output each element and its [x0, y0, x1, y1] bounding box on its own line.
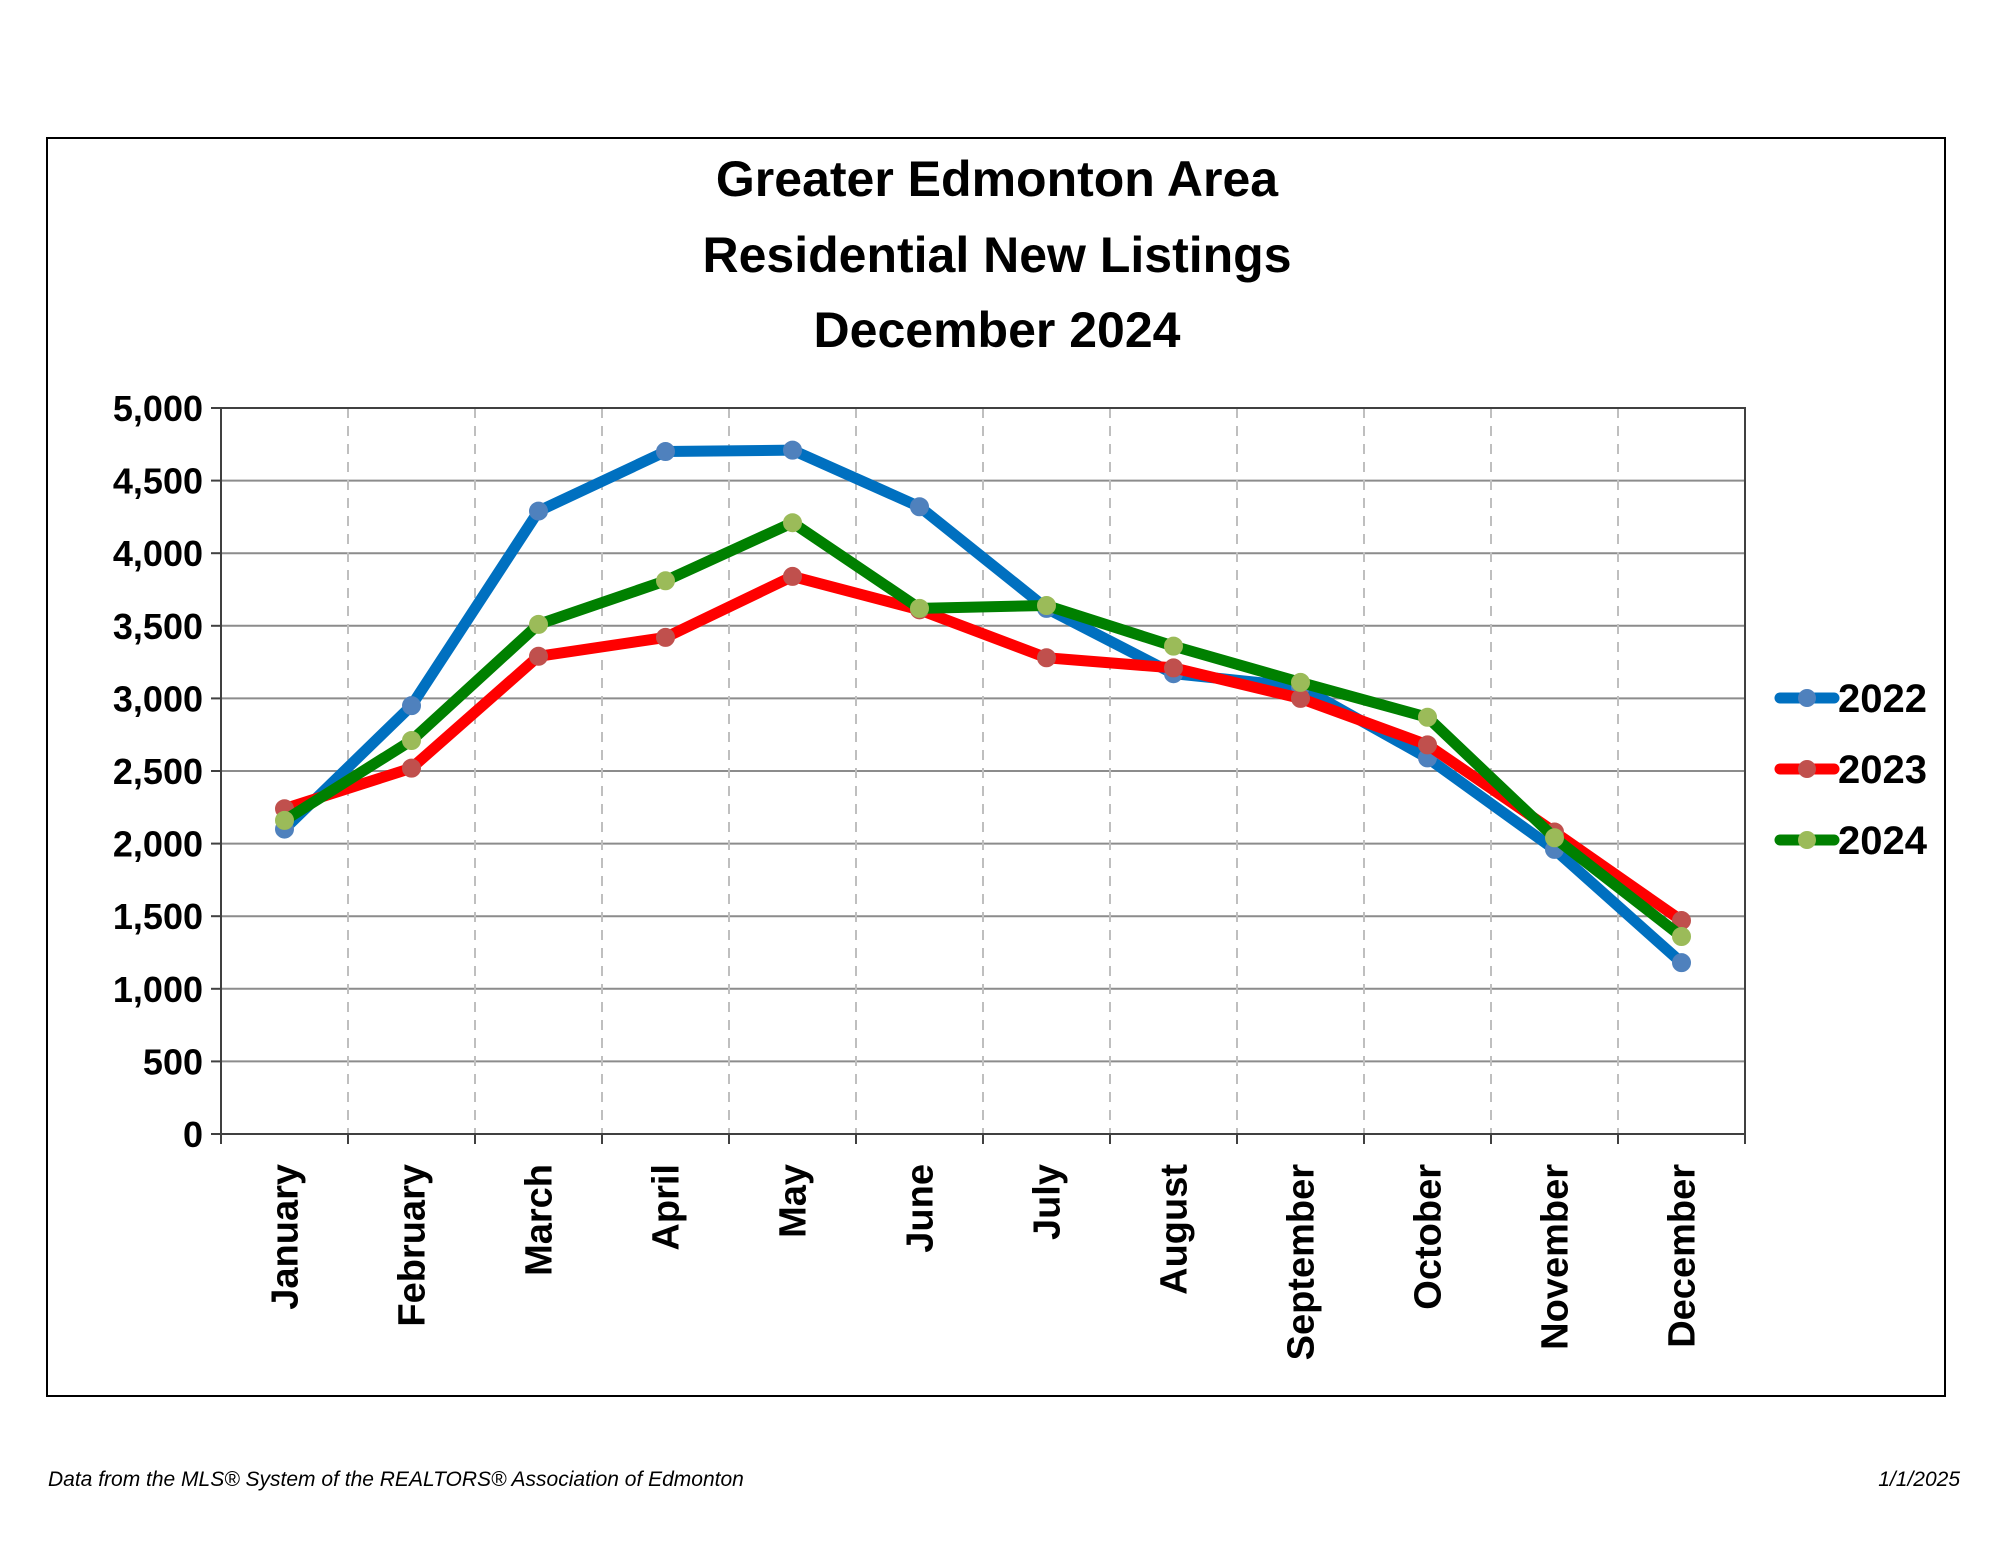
- data-point-2024-september: [1291, 672, 1310, 692]
- chart-title-line-2: Residential New Listings: [702, 227, 1291, 283]
- data-point-2023-october: [1418, 735, 1437, 755]
- y-tick-label: 2,500: [113, 751, 203, 792]
- y-tick-label: 4,500: [113, 461, 203, 502]
- data-point-2024-may: [783, 513, 802, 533]
- data-point-2023-february: [402, 758, 421, 778]
- y-tick-label: 4,000: [113, 533, 203, 574]
- data-point-2023-march: [529, 646, 548, 666]
- series-line-2024: [279, 517, 1687, 943]
- data-point-2022-march: [529, 501, 548, 521]
- data-point-2024-december: [1672, 927, 1691, 947]
- data-point-2023-september: [1291, 688, 1310, 708]
- data-point-2024-june: [910, 598, 929, 618]
- legend-label-2024: 2024: [1838, 819, 1928, 863]
- y-tick-label: 1,500: [113, 896, 203, 937]
- x-tick-label-may: May: [773, 1164, 815, 1238]
- report-date: 1/1/2025: [1878, 1468, 1960, 1491]
- data-point-2024-october: [1418, 707, 1437, 727]
- y-tick-label: 3,500: [113, 606, 203, 647]
- x-tick-label-june: June: [900, 1164, 942, 1253]
- series-2023: [275, 566, 1691, 931]
- y-tick-label: 1,000: [113, 969, 203, 1010]
- x-tick-label-august: August: [1154, 1164, 1196, 1295]
- data-point-2024-march: [529, 614, 548, 634]
- data-source-note: Data from the MLS® System of the REALTOR…: [48, 1468, 744, 1491]
- data-point-2023-april: [656, 627, 675, 647]
- data-point-2022-february: [402, 696, 421, 716]
- y-tick-label: 2,000: [113, 824, 203, 865]
- data-point-2024-november: [1545, 828, 1564, 848]
- data-point-2022-june: [910, 497, 929, 517]
- x-tick-label-september: September: [1281, 1164, 1323, 1361]
- legend-label-2022: 2022: [1838, 677, 1927, 721]
- data-point-2024-january: [275, 810, 294, 830]
- legend-label-2023: 2023: [1838, 748, 1927, 792]
- data-point-2022-december: [1672, 953, 1691, 973]
- x-tick-label-january: January: [265, 1164, 307, 1310]
- data-point-2023-july: [1037, 648, 1056, 668]
- legend-marker-2022: [1798, 689, 1816, 707]
- chart-title-line-3: December 2024: [814, 302, 1181, 358]
- legend-marker-2023: [1798, 760, 1816, 778]
- y-tick-label: 5,000: [113, 388, 203, 429]
- x-tick-label-february: February: [392, 1164, 434, 1327]
- x-tick-label-december: December: [1662, 1164, 1704, 1348]
- chart-title-line-1: Greater Edmonton Area: [716, 151, 1279, 207]
- x-tick-label-march: March: [519, 1164, 561, 1276]
- data-point-2022-april: [656, 442, 675, 462]
- data-point-2022-may: [783, 440, 802, 460]
- data-point-2024-february: [402, 731, 421, 751]
- x-tick-label-july: July: [1027, 1164, 1069, 1240]
- data-point-2024-july: [1037, 595, 1056, 615]
- data-point-2024-august: [1164, 636, 1183, 656]
- y-tick-label: 0: [183, 1114, 203, 1155]
- y-tick-label: 3,000: [113, 678, 203, 719]
- data-point-2023-may: [783, 566, 802, 586]
- x-tick-label-april: April: [646, 1164, 688, 1251]
- x-tick-label-november: November: [1535, 1164, 1577, 1350]
- chart-frame: [46, 137, 1946, 1397]
- data-point-2023-august: [1164, 658, 1183, 678]
- y-tick-label: 500: [143, 1041, 203, 1082]
- legend-marker-2024: [1798, 831, 1816, 849]
- x-tick-label-october: October: [1408, 1164, 1450, 1310]
- series-2024: [275, 513, 1691, 947]
- data-point-2024-april: [656, 571, 675, 591]
- series-line-2023: [279, 570, 1687, 927]
- series-line-2022: [279, 444, 1687, 969]
